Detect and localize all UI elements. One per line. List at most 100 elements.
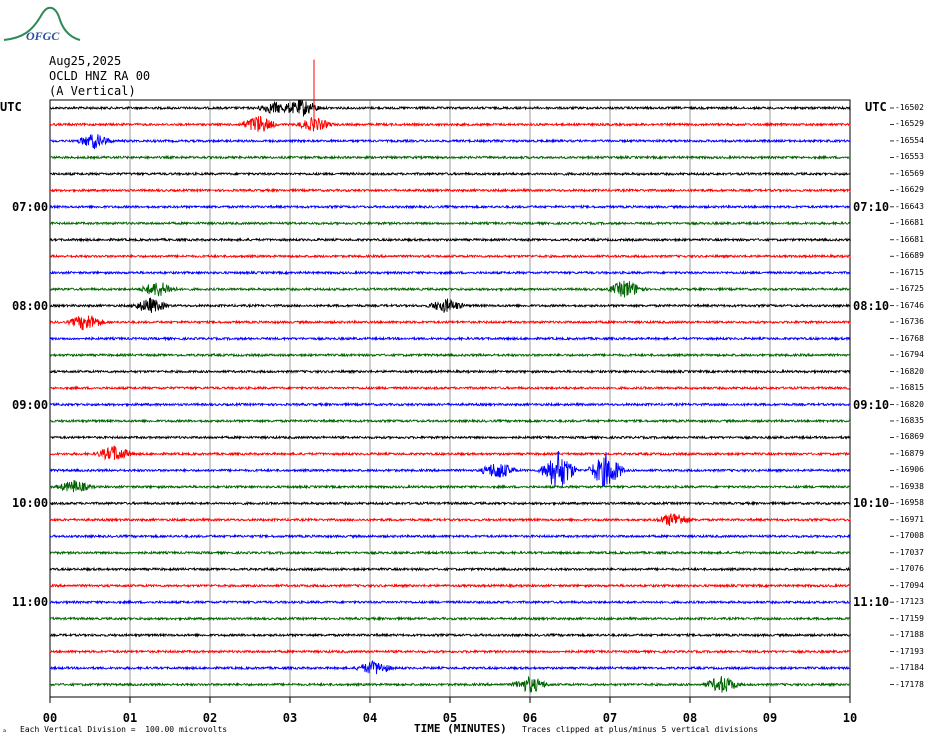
utc-left-label: UTC <box>0 100 22 114</box>
trace-offset-label: -16554 <box>895 135 924 145</box>
trace-offset-label: -17037 <box>895 547 924 557</box>
x-tick-label: 10 <box>842 711 858 725</box>
trace-offset-label: -16958 <box>895 498 924 508</box>
trace-offset-label: -17193 <box>895 646 924 656</box>
utc-right-label: UTC <box>865 100 887 114</box>
seismic-trace <box>49 236 851 243</box>
left-hour-label: 07:00 <box>12 199 49 214</box>
seismic-trace <box>49 648 851 655</box>
trace-offset-label: -17159 <box>895 613 924 623</box>
trace-offset-label: -16643 <box>895 201 924 211</box>
seismic-trace <box>49 220 851 227</box>
trace-offset-label: -16715 <box>895 267 924 277</box>
trace-offset-label: -16681 <box>895 218 924 228</box>
trace-offset-label: -16971 <box>895 514 924 524</box>
seismic-trace <box>49 451 851 488</box>
trace-offset-label: -16879 <box>895 448 924 458</box>
seismic-trace <box>49 599 851 605</box>
footer-mark: ₐ <box>2 725 7 734</box>
right-hour-label: 07:10 <box>853 199 890 214</box>
trace-offset-label: -16820 <box>895 399 924 409</box>
seismic-trace <box>49 615 851 622</box>
seismic-trace <box>49 116 851 132</box>
trace-offset-label: -16736 <box>895 317 924 327</box>
x-tick-label: 08 <box>682 711 698 725</box>
seismic-trace <box>49 171 851 177</box>
seismic-trace <box>49 512 851 527</box>
seismic-trace <box>49 659 851 675</box>
seismic-trace <box>49 479 851 493</box>
seismic-trace <box>49 99 851 117</box>
x-tick-label: 02 <box>202 711 218 725</box>
ofgc-logo: OFGC <box>3 6 81 43</box>
footer-scale-note: Each Vertical Division = 100.00 microvol… <box>20 725 228 734</box>
header-component: (A Vertical) <box>49 84 136 98</box>
trace-offset-label: -17184 <box>895 663 924 673</box>
seismic-trace <box>49 187 851 194</box>
x-tick-label: 00 <box>42 711 58 725</box>
seismic-trace <box>49 549 851 556</box>
trace-offset-label: -16794 <box>895 350 924 360</box>
trace-offset-label: -16746 <box>895 300 924 310</box>
trace-offset-label: -16569 <box>895 168 924 178</box>
seismic-trace <box>49 418 851 424</box>
seismic-trace <box>49 368 851 375</box>
seismic-trace <box>49 500 851 507</box>
trace-offset-label: -17094 <box>895 580 924 590</box>
seismic-trace <box>49 315 851 331</box>
trace-offset-label: -16815 <box>895 383 924 393</box>
trace-offset-label: -16938 <box>895 481 924 491</box>
seismic-trace <box>49 134 851 150</box>
trace-offset-label: -16768 <box>895 333 924 343</box>
header-station: OCLD HNZ RA 00 <box>49 69 151 83</box>
left-hour-label: 09:00 <box>12 397 49 412</box>
seismic-trace <box>49 445 851 461</box>
x-tick-label: 01 <box>122 711 138 725</box>
seismic-trace <box>49 280 851 298</box>
seismic-trace <box>49 297 851 313</box>
right-hour-label: 08:10 <box>853 298 890 313</box>
trace-offset-label: -16553 <box>895 152 924 162</box>
trace-offset-label: -16835 <box>895 415 924 425</box>
logo-swoosh <box>3 6 81 41</box>
x-tick-label: 03 <box>282 711 298 725</box>
right-hour-label: 09:10 <box>853 397 890 412</box>
x-axis-title: TIME (MINUTES) <box>414 722 507 735</box>
left-hour-label: 10:00 <box>12 496 49 511</box>
trace-offset-label: -16869 <box>895 432 924 442</box>
trace-offset-label: -16725 <box>895 284 924 294</box>
x-tick-label: 06 <box>522 711 538 725</box>
trace-offset-label: -17178 <box>895 679 924 689</box>
seismic-trace <box>49 352 851 358</box>
seismic-trace <box>49 203 851 210</box>
seismic-trace <box>49 533 851 540</box>
logo-text: OFGC <box>26 29 60 43</box>
header-date: Aug25,2025 <box>49 54 122 68</box>
x-tick-label: 05 <box>442 711 458 725</box>
seismic-trace <box>49 434 851 441</box>
trace-offset-label: -17188 <box>895 630 924 640</box>
left-hour-label: 08:00 <box>12 298 49 313</box>
right-hour-label: 11:10 <box>853 595 890 610</box>
seismic-trace <box>49 582 851 589</box>
trace-offset-label: -17123 <box>895 597 924 607</box>
trace-offset-label: -16689 <box>895 251 924 261</box>
trace-offset-label: -17076 <box>895 564 924 574</box>
x-tick-label: 07 <box>602 711 618 725</box>
seismic-trace <box>49 632 851 638</box>
x-tick-label: 09 <box>762 711 778 725</box>
trace-offset-label: -16529 <box>895 119 924 129</box>
left-hour-label: 11:00 <box>12 595 49 610</box>
seismic-trace <box>49 154 851 161</box>
trace-offset-label: -16502 <box>895 103 924 112</box>
seismic-trace <box>49 566 851 573</box>
trace-offset-label: -17008 <box>895 531 924 541</box>
seismic-trace <box>49 335 851 342</box>
trace-offset-label: -16681 <box>895 234 924 244</box>
trace-offset-label: -16906 <box>895 465 924 475</box>
trace-offset-label: -16820 <box>895 366 924 376</box>
seismic-trace <box>49 675 851 694</box>
seismic-trace <box>49 385 851 391</box>
seismic-trace <box>49 253 851 259</box>
